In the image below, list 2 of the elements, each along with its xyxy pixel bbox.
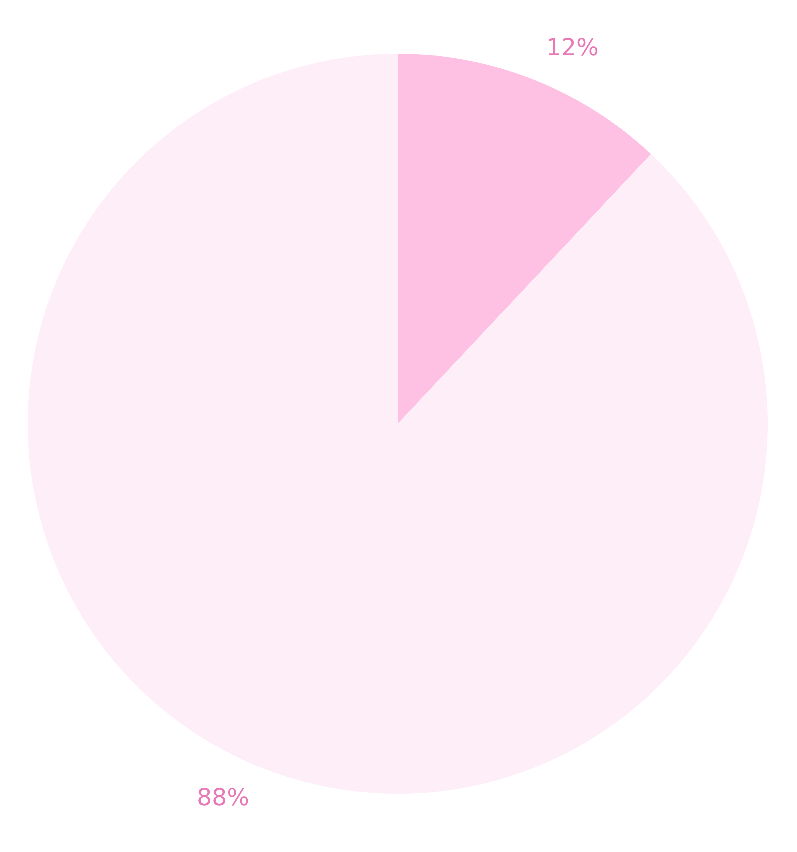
data-label: 88% bbox=[198, 788, 248, 806]
data-label: 12% bbox=[549, 38, 598, 56]
